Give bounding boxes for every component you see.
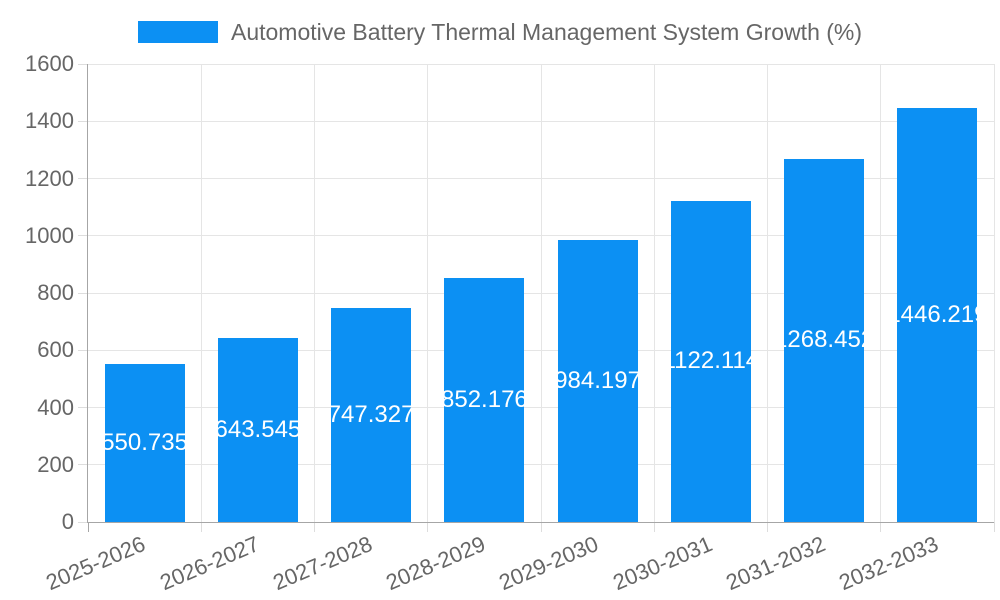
y-tick-mark	[78, 292, 88, 294]
y-tick-mark	[78, 521, 88, 523]
y-tick-label: 800	[37, 280, 74, 305]
bar-value-label: 852.176	[444, 386, 525, 414]
v-gridline	[314, 64, 315, 522]
x-tick-label: 2025-2026	[42, 531, 150, 596]
v-gridline	[767, 64, 768, 522]
v-gridline	[427, 64, 429, 522]
x-tick-label: 2026-2027	[155, 531, 263, 596]
x-tick-mark	[427, 522, 429, 532]
y-tick-label: 600	[37, 337, 74, 363]
x-tick-mark	[653, 522, 655, 532]
bar-value-label: 550.735	[104, 429, 185, 457]
x-tick-mark	[993, 522, 995, 532]
bar-value-label: 643.545	[217, 415, 298, 443]
y-tick-label: 1600	[25, 51, 74, 76]
v-gridline	[880, 64, 882, 522]
bar-value-label-clip: 1122.114	[671, 201, 751, 522]
x-tick-label: 2032-2033	[835, 531, 943, 596]
bar[interactable]	[784, 158, 865, 522]
bar-value-label-clip: 984.197	[558, 240, 638, 522]
bar[interactable]	[557, 240, 638, 522]
x-tick-mark	[767, 522, 768, 532]
bar[interactable]	[897, 108, 978, 522]
bar[interactable]	[104, 364, 185, 522]
bar-value-label: 1122.114	[671, 347, 751, 375]
y-tick-label: 0	[61, 509, 74, 534]
legend-label: Automotive Battery Thermal Management Sy…	[230, 19, 863, 45]
y-tick-label: 1200	[25, 165, 74, 191]
bar[interactable]	[670, 200, 751, 522]
x-tick-mark	[314, 522, 315, 532]
v-gridline	[540, 64, 542, 522]
y-tick-label: 400	[37, 394, 74, 420]
y-tick-mark	[78, 120, 88, 122]
bar[interactable]	[444, 278, 525, 522]
bar-value-label-clip: 747.327	[331, 308, 411, 522]
y-tick-mark	[78, 178, 88, 179]
bar-value-label: 984.197	[557, 367, 638, 395]
x-tick-mark	[880, 522, 882, 532]
x-tick-mark	[540, 522, 542, 532]
y-tick-label: 1000	[25, 222, 74, 248]
bar-value-label-clip: 1446.219	[897, 108, 977, 522]
bar-value-label: 1446.219	[897, 301, 977, 328]
bar[interactable]	[331, 308, 412, 522]
y-tick-mark	[78, 235, 88, 237]
y-tick-mark	[78, 464, 88, 466]
y-tick-mark	[78, 349, 88, 351]
x-axis-line	[87, 522, 994, 523]
legend-swatch	[137, 21, 218, 43]
x-tick-mark	[200, 522, 202, 532]
y-tick-mark	[78, 63, 88, 65]
x-tick-label: 2031-2032	[722, 531, 829, 596]
x-tick-mark	[87, 522, 89, 532]
v-gridline	[200, 64, 202, 522]
v-gridline	[993, 64, 995, 522]
x-tick-label: 2027-2028	[269, 531, 376, 596]
legend-item[interactable]: Automotive Battery Thermal Management Sy…	[0, 20, 1000, 44]
x-tick-label: 2029-2030	[495, 531, 603, 596]
y-tick-label: 200	[37, 451, 74, 477]
y-axis-line	[87, 64, 88, 522]
x-tick-label: 2028-2029	[382, 531, 490, 596]
v-gridline	[653, 64, 655, 522]
y-tick-mark	[78, 407, 88, 408]
x-tick-label: 2030-2031	[608, 531, 716, 596]
bar[interactable]	[217, 337, 298, 522]
bar-value-label-clip: 852.176	[444, 278, 524, 522]
bar-value-label: 747.327	[331, 401, 412, 429]
y-tick-label: 1400	[25, 108, 74, 134]
bar-value-label-clip: 550.735	[105, 364, 185, 522]
bar-value-label-clip: 643.545	[218, 338, 298, 522]
